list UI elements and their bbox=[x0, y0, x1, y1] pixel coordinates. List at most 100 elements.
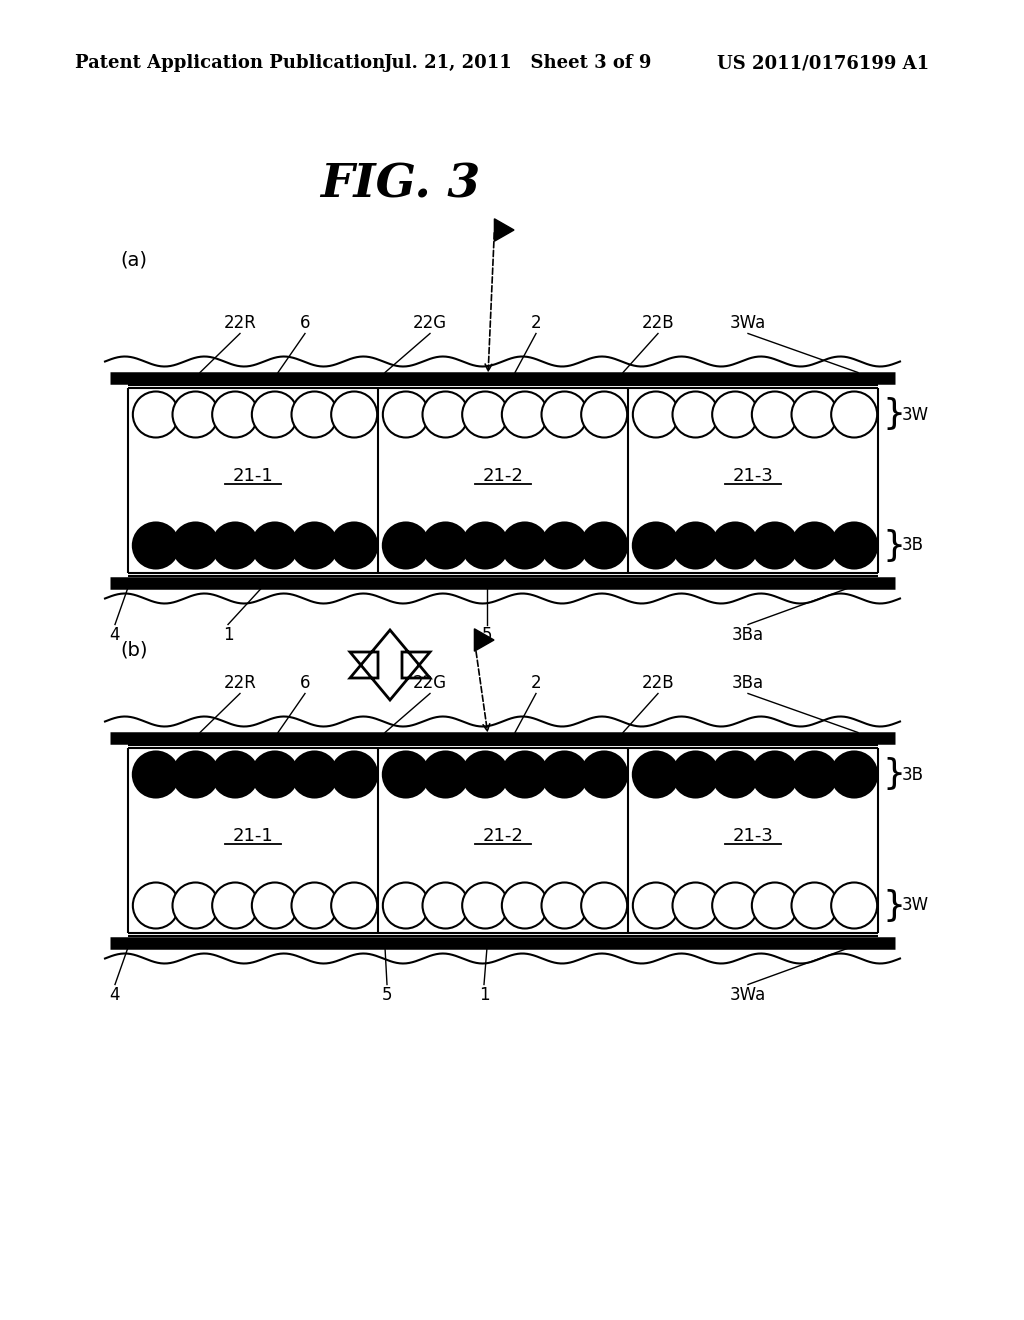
Text: 5: 5 bbox=[382, 986, 392, 1005]
Circle shape bbox=[331, 523, 377, 569]
Circle shape bbox=[712, 883, 758, 928]
Text: 5: 5 bbox=[481, 627, 493, 644]
Circle shape bbox=[423, 392, 469, 437]
Circle shape bbox=[792, 751, 838, 797]
Text: 21-1: 21-1 bbox=[232, 828, 273, 845]
Circle shape bbox=[633, 392, 679, 437]
Polygon shape bbox=[495, 219, 514, 242]
Circle shape bbox=[133, 392, 179, 437]
Circle shape bbox=[212, 523, 258, 569]
Circle shape bbox=[172, 523, 218, 569]
Text: Jul. 21, 2011   Sheet 3 of 9: Jul. 21, 2011 Sheet 3 of 9 bbox=[383, 54, 651, 73]
Circle shape bbox=[212, 751, 258, 797]
Text: 2: 2 bbox=[530, 314, 542, 331]
Circle shape bbox=[383, 523, 429, 569]
Text: 6: 6 bbox=[300, 673, 310, 692]
Circle shape bbox=[673, 392, 719, 437]
Circle shape bbox=[831, 883, 878, 928]
Text: 1: 1 bbox=[222, 627, 233, 644]
Circle shape bbox=[752, 392, 798, 437]
Circle shape bbox=[133, 523, 179, 569]
Text: 3W: 3W bbox=[902, 896, 929, 915]
Text: 2: 2 bbox=[530, 673, 542, 692]
Text: 21-2: 21-2 bbox=[482, 828, 523, 845]
Text: 3W: 3W bbox=[902, 405, 929, 424]
Circle shape bbox=[212, 883, 258, 928]
Text: 22R: 22R bbox=[223, 314, 256, 331]
Circle shape bbox=[212, 392, 258, 437]
Text: 22G: 22G bbox=[413, 673, 447, 692]
Circle shape bbox=[752, 523, 798, 569]
Circle shape bbox=[133, 751, 179, 797]
Polygon shape bbox=[474, 628, 494, 651]
Text: 22G: 22G bbox=[413, 314, 447, 331]
Circle shape bbox=[673, 751, 719, 797]
Text: 22B: 22B bbox=[642, 314, 675, 331]
Circle shape bbox=[292, 523, 338, 569]
Circle shape bbox=[752, 751, 798, 797]
Circle shape bbox=[712, 751, 758, 797]
Circle shape bbox=[292, 392, 338, 437]
Circle shape bbox=[462, 751, 508, 797]
Circle shape bbox=[172, 392, 218, 437]
Circle shape bbox=[542, 883, 588, 928]
Text: 4: 4 bbox=[110, 627, 120, 644]
Text: (b): (b) bbox=[120, 640, 147, 660]
Text: }: } bbox=[882, 888, 905, 923]
Circle shape bbox=[831, 392, 878, 437]
Circle shape bbox=[582, 392, 627, 437]
Circle shape bbox=[712, 523, 758, 569]
Circle shape bbox=[792, 523, 838, 569]
Circle shape bbox=[712, 392, 758, 437]
Text: 3B: 3B bbox=[902, 536, 924, 554]
Circle shape bbox=[383, 751, 429, 797]
Text: 21-3: 21-3 bbox=[732, 828, 773, 845]
Text: }: } bbox=[882, 528, 905, 562]
Circle shape bbox=[172, 751, 218, 797]
Circle shape bbox=[673, 523, 719, 569]
Text: 21-3: 21-3 bbox=[732, 467, 773, 484]
Circle shape bbox=[383, 883, 429, 928]
Text: 3Wa: 3Wa bbox=[730, 986, 766, 1005]
Circle shape bbox=[542, 392, 588, 437]
Text: 3Ba: 3Ba bbox=[732, 627, 764, 644]
Circle shape bbox=[423, 751, 469, 797]
Circle shape bbox=[502, 392, 548, 437]
Text: 22B: 22B bbox=[642, 673, 675, 692]
Circle shape bbox=[792, 392, 838, 437]
Circle shape bbox=[582, 523, 627, 569]
Text: 22R: 22R bbox=[223, 673, 256, 692]
Circle shape bbox=[331, 751, 377, 797]
Text: 21-1: 21-1 bbox=[232, 467, 273, 484]
Circle shape bbox=[383, 392, 429, 437]
Circle shape bbox=[502, 751, 548, 797]
Circle shape bbox=[331, 392, 377, 437]
Circle shape bbox=[172, 883, 218, 928]
Circle shape bbox=[252, 392, 298, 437]
Circle shape bbox=[831, 751, 878, 797]
Circle shape bbox=[582, 751, 627, 797]
Text: (a): (a) bbox=[120, 251, 147, 269]
Text: 3Ba: 3Ba bbox=[732, 673, 764, 692]
Text: 6: 6 bbox=[300, 314, 310, 331]
Circle shape bbox=[462, 883, 508, 928]
Circle shape bbox=[252, 883, 298, 928]
Circle shape bbox=[462, 392, 508, 437]
Text: 3B: 3B bbox=[902, 766, 924, 784]
Circle shape bbox=[792, 883, 838, 928]
Circle shape bbox=[633, 883, 679, 928]
Circle shape bbox=[502, 883, 548, 928]
Text: 3Wa: 3Wa bbox=[730, 314, 766, 331]
Circle shape bbox=[133, 883, 179, 928]
Circle shape bbox=[252, 523, 298, 569]
Text: }: } bbox=[882, 397, 905, 432]
Polygon shape bbox=[350, 630, 430, 700]
Text: 21-2: 21-2 bbox=[482, 467, 523, 484]
Circle shape bbox=[502, 523, 548, 569]
Circle shape bbox=[582, 883, 627, 928]
Circle shape bbox=[542, 751, 588, 797]
Circle shape bbox=[831, 523, 878, 569]
Text: 4: 4 bbox=[110, 986, 120, 1005]
Circle shape bbox=[331, 883, 377, 928]
Circle shape bbox=[462, 523, 508, 569]
